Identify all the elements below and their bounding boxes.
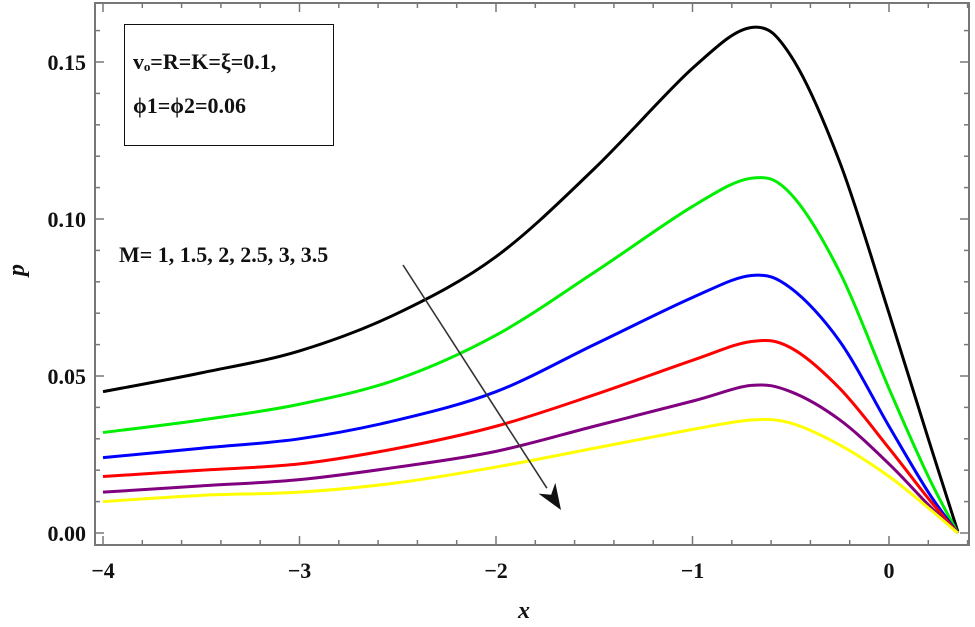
series-line-m-2	[102, 273, 959, 534]
x-tick-label: −1	[681, 558, 705, 583]
x-tick-label: 0	[884, 558, 895, 583]
trend-arrow	[402, 264, 561, 510]
x-tick-label: −3	[288, 558, 312, 583]
axis-tick-labels: −4 −3 −2 −1 0 0.00 0.05 0.10 0.15	[48, 50, 895, 583]
legend-line-params: vₒ=R=K=ξ=0.1,	[133, 49, 277, 74]
data-series	[102, 25, 960, 535]
y-tick-label: 0.15	[48, 50, 87, 75]
series-line-m-3	[102, 383, 959, 535]
y-tick-label: 0.00	[48, 521, 87, 546]
y-tick-label: 0.10	[48, 207, 87, 232]
arrow-head-icon	[538, 482, 561, 510]
y-tick-label: 0.05	[48, 364, 87, 389]
series-line-m-2-5	[102, 338, 959, 534]
series-line-m-1	[102, 25, 960, 532]
legend-line-phi: ϕ1=ϕ2=0.06	[133, 93, 247, 118]
x-axis-label: x	[517, 598, 530, 624]
plot-frame	[94, 2, 970, 546]
series-line-m-3-5	[102, 417, 959, 535]
series-line-m-1-5	[102, 176, 960, 534]
axis-ticks	[95, 3, 969, 545]
x-tick-label: −4	[91, 558, 115, 583]
parameter-legend-box: vₒ=R=K=ξ=0.1, ϕ1=ϕ2=0.06	[124, 24, 334, 146]
y-axis-label: p	[4, 264, 30, 278]
m-values-annotation: M= 1, 1.5, 2, 2.5, 3, 3.5	[119, 242, 329, 267]
x-tick-label: −2	[484, 558, 508, 583]
